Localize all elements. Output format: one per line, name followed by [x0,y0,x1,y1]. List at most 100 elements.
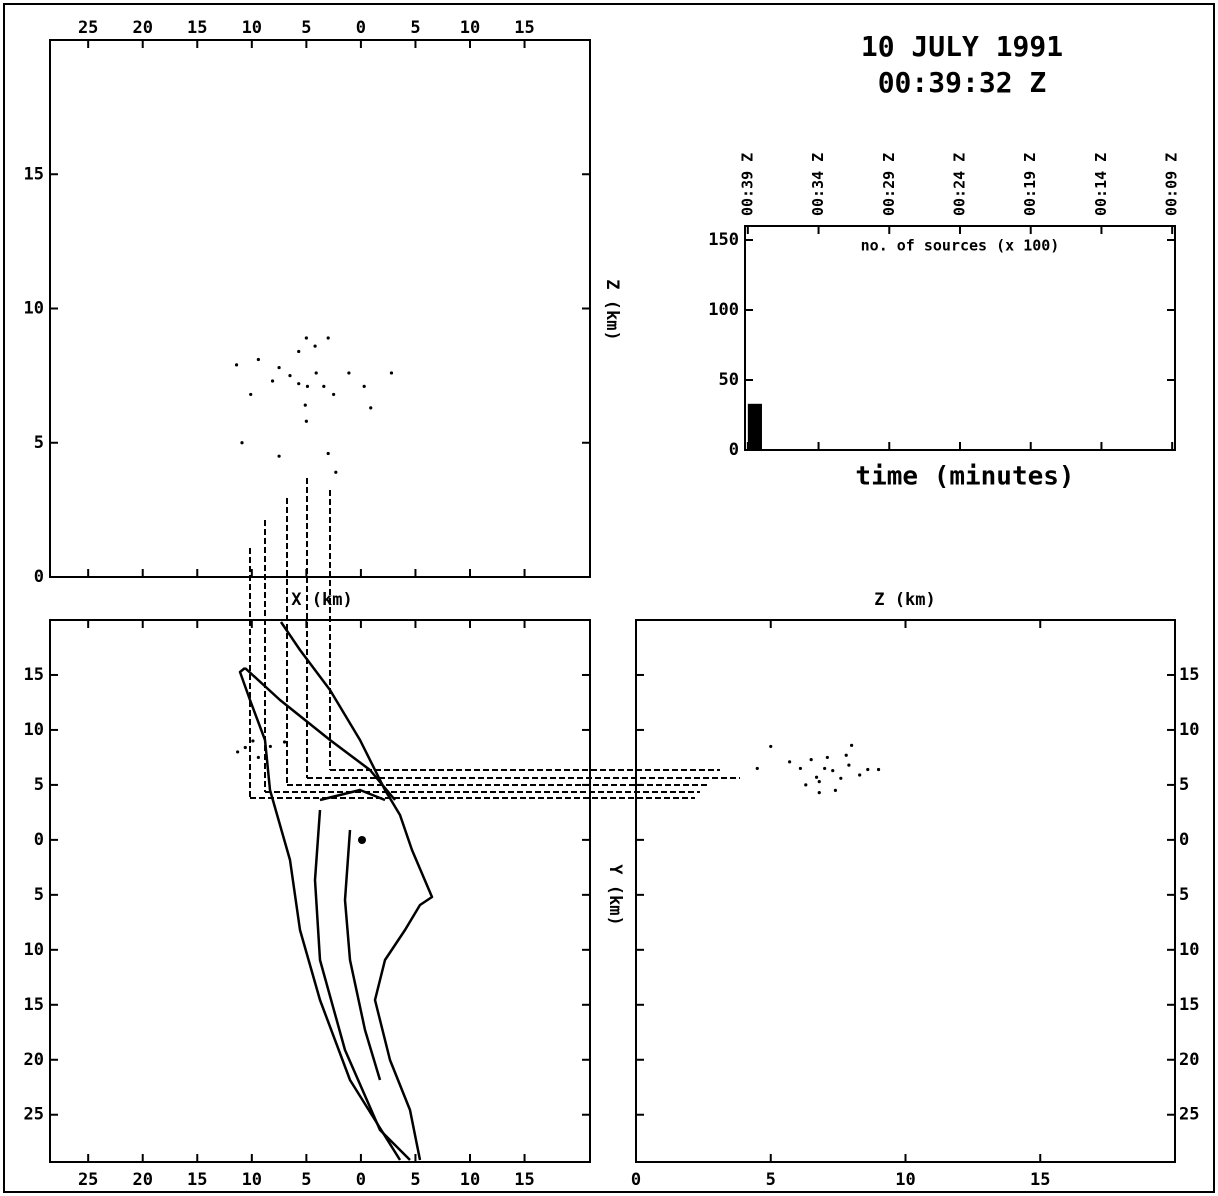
x-tick-label: 10 [895,1170,915,1190]
y-tick-label: 10 [24,299,44,319]
point [236,750,240,754]
y-tick-label: 25 [1179,1105,1199,1125]
point [814,775,819,779]
point [297,349,301,354]
y-tick-label: 150 [708,230,739,250]
y-tick-label: 15 [24,164,44,184]
x-tick-label: 00:39 Z [738,153,756,216]
point [326,336,330,340]
x-tick-label: 00:24 Z [951,153,969,216]
plot-frame [744,225,1176,451]
x-tick-label: 5 [766,1170,776,1190]
point [866,767,870,772]
point [817,791,821,795]
y-tick-label: 10 [1179,940,1199,960]
x-tick-label: 00:14 Z [1092,153,1110,216]
x-tick-label: 00:19 Z [1021,153,1039,216]
x-tick-label: 00:29 Z [880,153,898,216]
point [303,403,307,407]
x-tick-label: 25 [78,1170,98,1190]
y-axis-label: Y (km) [605,864,625,925]
point [304,336,308,340]
point [362,384,366,388]
y-tick-label: 15 [1179,995,1199,1015]
y-axis-label: Z (km) [602,279,622,340]
y-tick-label: 15 [24,665,44,685]
point [270,379,275,383]
point [332,392,336,397]
y-tick-label: 20 [1179,1050,1199,1070]
point [243,745,247,750]
x-tick-label: 10 [460,18,480,38]
x-tick-label: 5 [301,18,311,38]
y-tick-label: 5 [34,885,44,905]
x-tick-label: 15 [514,18,534,38]
y-tick-label: 5 [1179,775,1189,795]
point [256,357,260,362]
point [823,766,827,771]
point [769,744,773,749]
point [831,769,835,773]
point [755,766,759,771]
x-tick-label: 15 [514,1170,534,1190]
x-tick-label: 5 [410,1170,420,1190]
x-tick-label: 5 [301,1170,311,1190]
x-axis-label: Z (km) [874,590,935,610]
point [389,371,394,375]
y-tick-label: 0 [1179,830,1189,850]
x-tick-label: 00:34 Z [809,153,827,216]
point [268,744,272,749]
point [234,363,239,367]
point [305,384,310,388]
y-tick-label: 50 [719,370,739,390]
point [314,371,318,375]
point [825,755,829,760]
point [334,470,338,474]
x-tick-label: 10 [242,1170,262,1190]
point [809,758,813,762]
point [304,419,308,423]
x-tick-label: 5 [410,18,420,38]
x-tick-label: 10 [242,18,262,38]
y-tick-label: 0 [34,830,44,850]
y-tick-label: 10 [24,720,44,740]
x-axis-label: time (minutes) [855,462,1074,492]
point [847,763,851,767]
y-tick-label: 5 [34,775,44,795]
point [282,740,287,744]
point [788,760,792,764]
x-tick-label: 15 [187,18,207,38]
x-tick-label: 0 [356,18,366,38]
x-tick-label: 15 [187,1170,207,1190]
coastline [238,621,434,1161]
figure-title: 10 JULY 1991 [861,30,1063,63]
y-tick-label: 15 [24,995,44,1015]
point [297,382,301,386]
point [804,783,808,787]
plot-frame [49,39,591,578]
y-tick-label: 0 [729,440,739,460]
projection-lines [249,478,740,799]
bar [747,403,762,450]
point [844,753,848,757]
y-tick-label: 25 [24,1105,44,1125]
point [277,365,281,370]
chart-title: no. of sources (x 100) [861,237,1060,255]
plot-frame [635,619,1176,1163]
y-tick-label: 10 [24,940,44,960]
x-tick-label: 10 [460,1170,480,1190]
point [876,767,881,772]
point [369,406,373,410]
x-tick-label: 0 [631,1170,641,1190]
plot-frame [49,619,591,1163]
x-tick-label: 0 [356,1170,366,1190]
point [277,454,281,458]
point [326,451,330,456]
y-tick-label: 10 [1179,720,1199,740]
y-tick-label: 5 [1179,885,1189,905]
point [858,773,862,777]
point [817,780,821,784]
x-tick-label: 20 [132,1170,152,1190]
point [798,766,802,771]
